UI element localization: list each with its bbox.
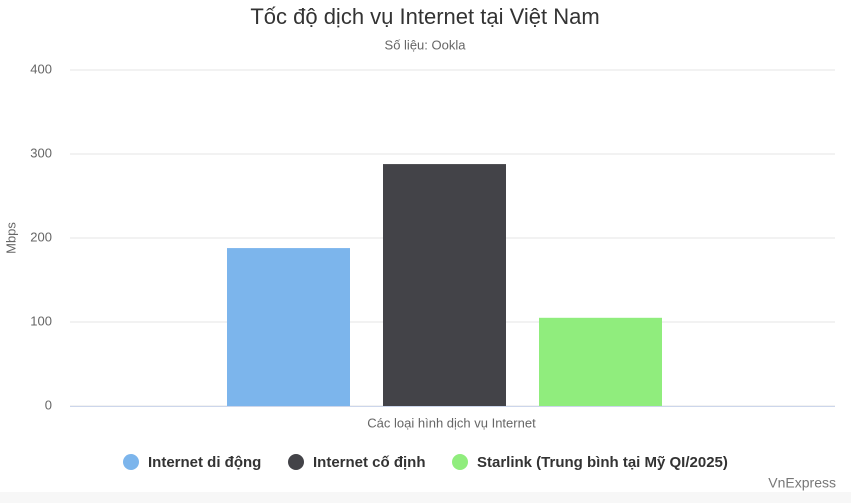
legend-label: Internet cố định <box>313 454 426 471</box>
y-tick-label: 300 <box>30 145 52 160</box>
y-tick-label: 400 <box>30 61 52 76</box>
chart-subtitle: Số liệu: Ookla <box>385 37 467 52</box>
chart-title: Tốc độ dịch vụ Internet tại Việt Nam <box>250 4 599 29</box>
y-tick-label: 200 <box>30 229 52 244</box>
legend-label: Internet di động <box>148 454 261 471</box>
y-tick-label: 0 <box>45 397 52 412</box>
legend-marker <box>123 454 139 470</box>
y-axis-title: Mbps <box>3 222 18 254</box>
y-tick-label: 100 <box>30 313 52 328</box>
legend-label: Starlink (Trung bình tại Mỹ QI/2025) <box>477 454 728 471</box>
bar <box>383 164 506 406</box>
bar <box>227 248 350 406</box>
x-tick-label: Các loại hình dịch vụ Internet <box>367 415 536 430</box>
legend-marker <box>288 454 304 470</box>
credits: VnExpress <box>768 475 836 491</box>
bar <box>539 317 662 406</box>
legend-marker <box>452 454 468 470</box>
footer-strip <box>0 492 851 503</box>
